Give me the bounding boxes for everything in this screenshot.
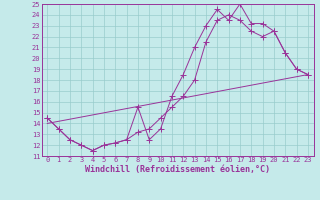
X-axis label: Windchill (Refroidissement éolien,°C): Windchill (Refroidissement éolien,°C) [85,165,270,174]
